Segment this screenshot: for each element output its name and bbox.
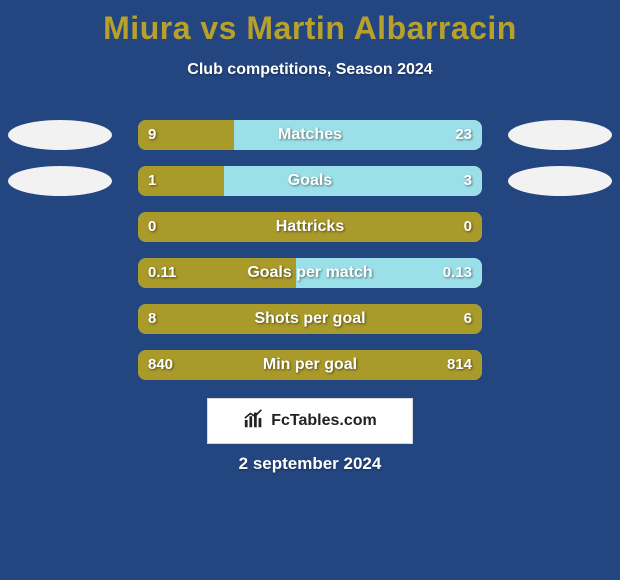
- chart-icon: [243, 408, 265, 435]
- page-subtitle: Club competitions, Season 2024: [0, 61, 620, 79]
- stat-bar: 840814Min per goal: [138, 350, 482, 380]
- stat-bar: 00Hattricks: [138, 212, 482, 242]
- stat-label: Goals per match: [138, 258, 482, 288]
- stat-row: 86Shots per goal: [0, 304, 620, 334]
- stat-label: Hattricks: [138, 212, 482, 242]
- stat-label: Min per goal: [138, 350, 482, 380]
- stat-row: 13Goals: [0, 166, 620, 196]
- stat-bar: 86Shots per goal: [138, 304, 482, 334]
- stat-row: 0.110.13Goals per match: [0, 258, 620, 288]
- date-label: 2 september 2024: [0, 454, 620, 474]
- source-badge[interactable]: FcTables.com: [207, 398, 413, 444]
- stat-row: 00Hattricks: [0, 212, 620, 242]
- stat-row: 840814Min per goal: [0, 350, 620, 380]
- stat-label: Shots per goal: [138, 304, 482, 334]
- stat-row: 923Matches: [0, 120, 620, 150]
- stat-label: Goals: [138, 166, 482, 196]
- stats-container: 923Matches 13Goals 00Hattricks 0.110.13Goal…: [0, 120, 620, 396]
- player-avatar-left: [8, 166, 112, 196]
- player-avatar-right: [508, 120, 612, 150]
- page-title: Miura vs Martin Albarracin: [0, 0, 620, 47]
- stat-bar: 13Goals: [138, 166, 482, 196]
- player-avatar-left: [8, 120, 112, 150]
- player-avatar-right: [508, 166, 612, 196]
- stat-bar: 0.110.13Goals per match: [138, 258, 482, 288]
- comparison-card: Miura vs Martin Albarracin Club competit…: [0, 0, 620, 580]
- stat-bar: 923Matches: [138, 120, 482, 150]
- stat-label: Matches: [138, 120, 482, 150]
- source-badge-text: FcTables.com: [271, 412, 377, 430]
